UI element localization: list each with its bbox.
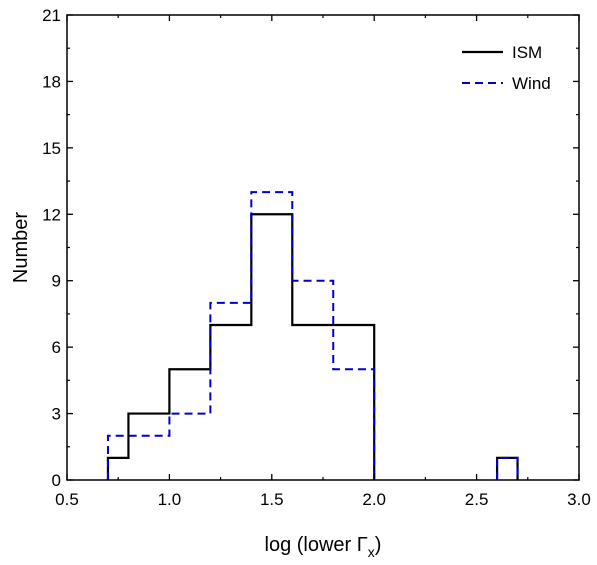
legend-label-wind: Wind <box>512 74 551 93</box>
ticks-layer: 0.5 1.0 1.5 2.0 2.5 3.0 0 3 6 9 12 15 18 21 <box>42 6 591 509</box>
y-tick-label: 6 <box>52 338 61 357</box>
ism-histogram-step <box>106 213 376 480</box>
x-axis-title-subscript: x <box>368 544 375 560</box>
y-tick-label: 9 <box>52 272 61 291</box>
x-tick-label: 1.0 <box>158 490 182 509</box>
wind-histogram-step <box>496 456 519 480</box>
y-tick-label: 3 <box>52 405 61 424</box>
y-axis-title: Number <box>10 212 32 283</box>
y-tick-label: 21 <box>42 6 61 25</box>
x-tick-label: 1.5 <box>260 490 284 509</box>
legend: ISM Wind <box>462 43 551 93</box>
x-tick-label: 2.5 <box>465 490 489 509</box>
ism-histogram-step <box>495 456 519 480</box>
x-axis-title-main: log (lower Γ <box>265 534 368 556</box>
series-layer <box>106 191 519 480</box>
x-axis-title-close: ) <box>375 534 382 556</box>
wind-histogram-step <box>106 191 376 480</box>
y-tick-label: 15 <box>42 139 61 158</box>
x-axis-title: log (lower Γx) <box>265 534 382 560</box>
y-tick-label: 0 <box>52 471 61 490</box>
y-tick-label: 18 <box>42 72 61 91</box>
x-tick-label: 2.0 <box>362 490 386 509</box>
x-tick-label: 3.0 <box>567 490 591 509</box>
plot-frame <box>66 14 580 481</box>
legend-label-ism: ISM <box>512 43 542 62</box>
y-tick-label: 12 <box>42 205 61 224</box>
x-tick-label: 0.5 <box>55 490 79 509</box>
